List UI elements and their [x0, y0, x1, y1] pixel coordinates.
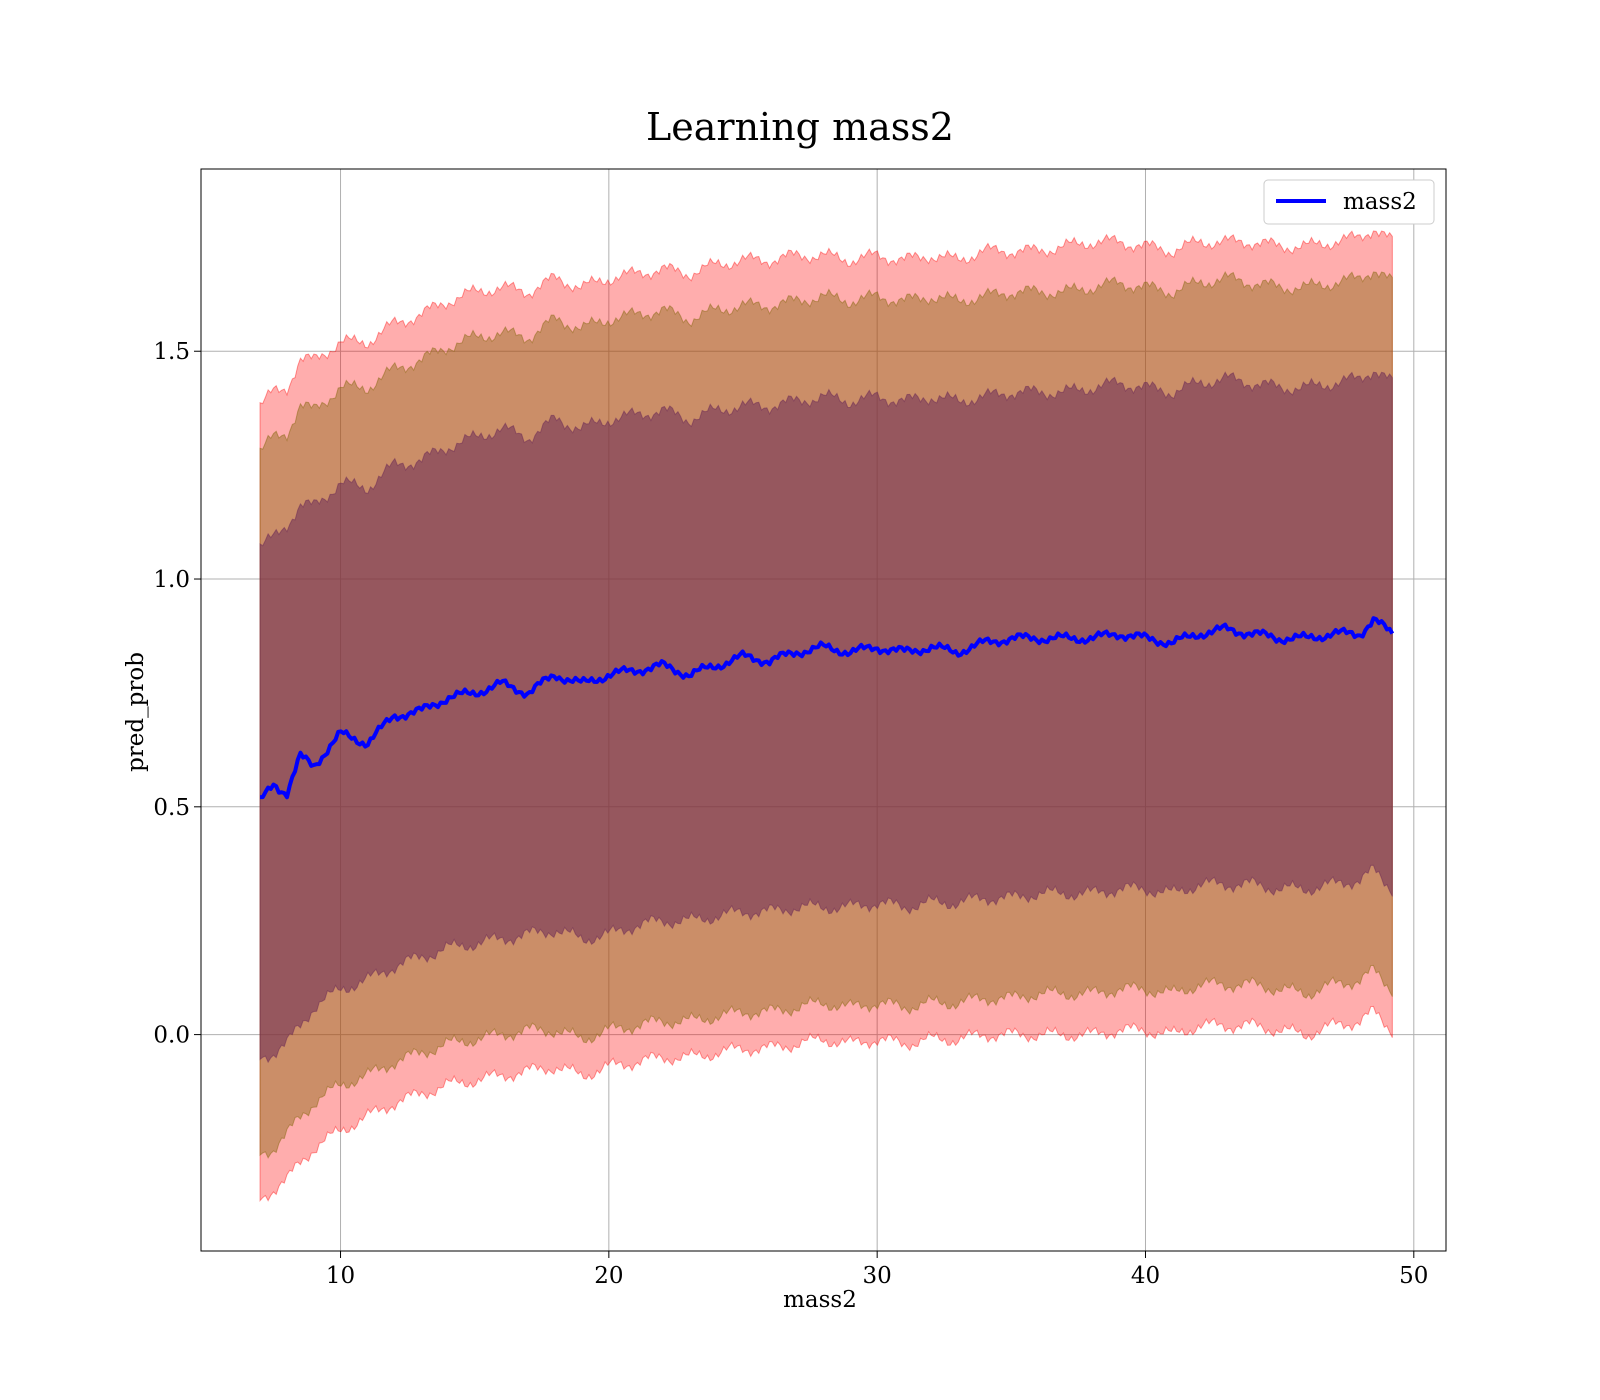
legend-box — [1263, 179, 1435, 225]
series-line-mass2 — [260, 616, 1395, 800]
legend-entry-mass2: mass2 — [1343, 189, 1417, 215]
x-tick-label: 20 — [594, 1263, 623, 1289]
x-tick-label: 40 — [1131, 1263, 1160, 1289]
y-tick-label: 0.5 — [153, 795, 190, 821]
x-axis-label: mass2 — [783, 1287, 857, 1313]
band-layer — [259, 230, 1393, 1203]
y-tick-label: 1.5 — [153, 339, 190, 365]
y-tick-label: 1.0 — [153, 567, 190, 593]
tick-layer: 10 20 30 40 50 0.0 0.5 1.0 1.5 — [153, 339, 1428, 1289]
chart-title: Learning mass2 — [646, 105, 954, 149]
x-tick-label: 10 — [326, 1263, 355, 1289]
inner-band — [259, 371, 1393, 1064]
y-axis-label: pred_prob — [123, 652, 149, 772]
x-tick-label: 30 — [863, 1263, 892, 1289]
line-layer — [260, 616, 1395, 800]
x-tick-label: 50 — [1399, 1263, 1428, 1289]
legend: mass2 — [1263, 179, 1435, 225]
y-tick-label: 0.0 — [153, 1023, 190, 1049]
plot-frame — [200, 168, 1447, 1252]
